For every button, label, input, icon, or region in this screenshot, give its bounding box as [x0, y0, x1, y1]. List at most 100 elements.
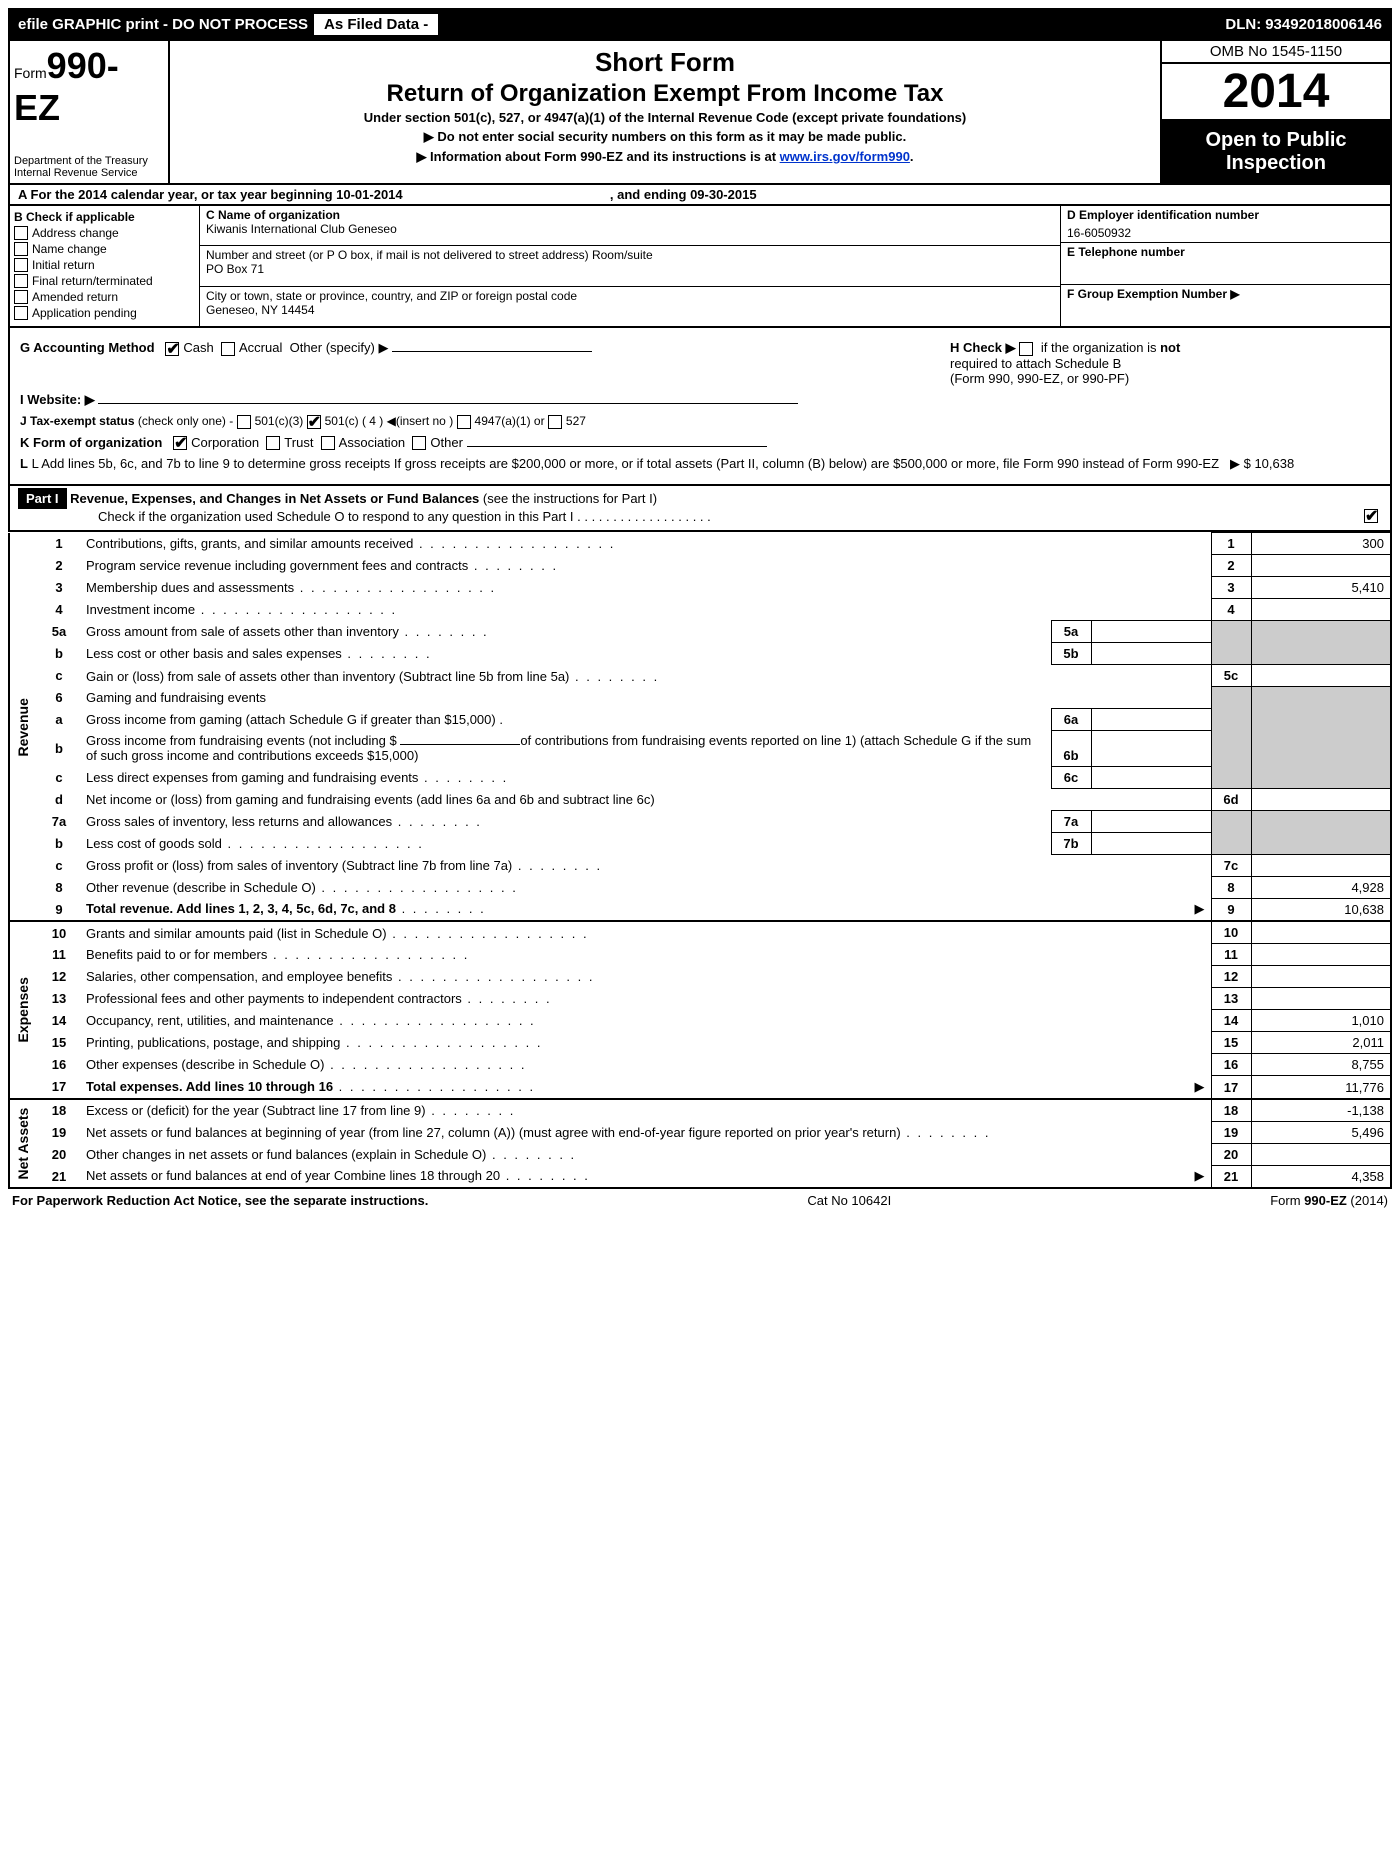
l-amt-pre: ▶ $	[1230, 456, 1254, 471]
checkbox-schedule-o[interactable]	[1364, 509, 1378, 523]
table-row: Revenue 1 Contributions, gifts, grants, …	[9, 533, 1391, 555]
dept-2: Internal Revenue Service	[14, 167, 164, 179]
note2-pre: ▶ Information about Form 990-EZ and its …	[416, 149, 779, 164]
checkbox-icon[interactable]	[14, 242, 28, 256]
h-pre: H Check ▶	[950, 340, 1019, 355]
chk-pending: Application pending	[14, 306, 195, 320]
table-row: 5a Gross amount from sale of assets othe…	[9, 621, 1391, 643]
f-label: F Group Exemption Number ▶	[1067, 287, 1384, 301]
i-label: I Website: ▶	[20, 392, 95, 407]
c-street: Number and street (or P O box, if mail i…	[200, 246, 1060, 286]
checkbox-other[interactable]	[412, 436, 426, 450]
dept-1: Department of the Treasury	[14, 155, 164, 167]
form-top-right: OMB No 1545-1150 2014 Open to Public Ins…	[1160, 41, 1390, 183]
footer-mid: Cat No 10642I	[807, 1193, 891, 1208]
c-city: City or town, state or province, country…	[200, 287, 1060, 326]
sidelabel-expenses: Expenses	[9, 921, 38, 1099]
part-1-label: Part I	[18, 488, 67, 509]
l-amt: 10,638	[1254, 456, 1294, 471]
part-1: Part I Revenue, Expenses, and Changes in…	[8, 486, 1392, 532]
e-label: E Telephone number	[1067, 245, 1384, 259]
d-cell: D Employer identification number	[1061, 206, 1390, 224]
table-row: 2 Program service revenue including gove…	[9, 555, 1391, 577]
chk-amended: Amended return	[14, 290, 195, 304]
table-row: b Gross income from fundraising events (…	[9, 730, 1391, 766]
checkbox-501c3[interactable]	[237, 415, 251, 429]
f-cell: F Group Exemption Number ▶	[1061, 285, 1390, 326]
table-row: 11 Benefits paid to or for members 11	[9, 944, 1391, 966]
part-1-check: Check if the organization used Schedule …	[98, 509, 711, 524]
table-row: c Gross profit or (loss) from sales of i…	[9, 854, 1391, 876]
checkbox-4947[interactable]	[457, 415, 471, 429]
tax-year: 2014	[1162, 64, 1390, 121]
l-text: L Add lines 5b, 6c, and 7b to line 9 to …	[32, 456, 1219, 471]
footer-left: For Paperwork Reduction Act Notice, see …	[12, 1193, 428, 1208]
chk-initial: Initial return	[14, 258, 195, 272]
c-street-val: PO Box 71	[206, 262, 1054, 276]
chk-final: Final return/terminated	[14, 274, 195, 288]
table-row: 12 Salaries, other compensation, and emp…	[9, 966, 1391, 988]
checkbox-527[interactable]	[548, 415, 562, 429]
form-num: 990-EZ	[14, 45, 119, 128]
checkbox-assoc[interactable]	[321, 436, 335, 450]
footer-right: Form 990-EZ (2014)	[1270, 1193, 1388, 1208]
h-not: not	[1160, 340, 1180, 355]
c-name: C Name of organization Kiwanis Internati…	[200, 206, 1060, 246]
checkbox-trust[interactable]	[266, 436, 280, 450]
b-label: B Check if applicable	[14, 210, 195, 224]
c-city-val: Geneseo, NY 14454	[206, 303, 1054, 317]
checkbox-h[interactable]	[1019, 342, 1033, 356]
checkbox-icon[interactable]	[14, 274, 28, 288]
e-cell: E Telephone number	[1061, 243, 1390, 285]
dln-label: DLN:	[1225, 16, 1261, 33]
k-label: K Form of organization	[20, 435, 162, 450]
table-row: 19 Net assets or fund balances at beginn…	[9, 1121, 1391, 1143]
checkbox-501c[interactable]	[307, 415, 321, 429]
under-section: Under section 501(c), 527, or 4947(a)(1)…	[176, 110, 1154, 125]
table-row: 17 Total expenses. Add lines 10 through …	[9, 1076, 1391, 1099]
table-row: 4 Investment income 4	[9, 599, 1391, 621]
table-row: c Gain or (loss) from sale of assets oth…	[9, 665, 1391, 687]
row-h: H Check ▶ if the organization is not req…	[950, 340, 1380, 386]
dln-value: 93492018006146	[1265, 16, 1382, 33]
j-pre: J Tax-exempt status	[20, 414, 135, 428]
checkbox-accrual[interactable]	[221, 342, 235, 356]
rowA-end: 09-30-2015	[690, 187, 757, 202]
sidelabel-revenue: Revenue	[9, 533, 38, 922]
short-form: Short Form	[176, 47, 1154, 78]
row-g: G Accounting Method Cash Accrual Other (…	[20, 340, 592, 386]
irs-link[interactable]: www.irs.gov/form990	[780, 149, 910, 164]
open-1: Open to Public	[1170, 129, 1382, 152]
table-row: 9 Total revenue. Add lines 1, 2, 3, 4, 5…	[9, 898, 1391, 921]
checkbox-corp[interactable]	[173, 436, 187, 450]
checkbox-cash[interactable]	[165, 342, 179, 356]
h-l3: (Form 990, 990-EZ, or 990-PF)	[950, 371, 1129, 386]
table-row: a Gross income from gaming (attach Sched…	[9, 708, 1391, 730]
c-name-val: Kiwanis International Club Geneseo	[206, 222, 1054, 236]
g-label: G Accounting Method	[20, 340, 155, 355]
checkbox-icon[interactable]	[14, 306, 28, 320]
checkbox-icon[interactable]	[14, 258, 28, 272]
return-title: Return of Organization Exempt From Incom…	[176, 80, 1154, 108]
header-bar: efile GRAPHIC print - DO NOT PROCESS As …	[8, 8, 1392, 41]
table-row: b Less cost or other basis and sales exp…	[9, 643, 1391, 665]
rowA-pre: A For the 2014 calendar year, or tax yea…	[18, 187, 336, 202]
checkbox-icon[interactable]	[14, 290, 28, 304]
table-row: Expenses 10 Grants and similar amounts p…	[9, 921, 1391, 944]
ein: 16-6050932	[1061, 224, 1390, 243]
sidelabel-netassets: Net Assets	[9, 1099, 38, 1189]
table-row: 16 Other expenses (describe in Schedule …	[9, 1054, 1391, 1076]
table-row: 8 Other revenue (describe in Schedule O)…	[9, 876, 1391, 898]
form-prefix: Form	[14, 65, 47, 81]
c-city-label: City or town, state or province, country…	[206, 289, 1054, 303]
row-a: A For the 2014 calendar year, or tax yea…	[8, 185, 1392, 206]
h-post: if the organization is	[1041, 340, 1160, 355]
info-block: B Check if applicable Address change Nam…	[8, 206, 1392, 328]
row-j: J Tax-exempt status (check only one) - 5…	[20, 414, 1380, 429]
arrow-icon: ▶	[1195, 1168, 1205, 1184]
col-b: B Check if applicable Address change Nam…	[10, 206, 200, 326]
h-l2: required to attach Schedule B	[950, 356, 1121, 371]
checkbox-icon[interactable]	[14, 226, 28, 240]
note-2: ▶ Information about Form 990-EZ and its …	[176, 149, 1154, 165]
open-public: Open to Public Inspection	[1162, 121, 1390, 183]
